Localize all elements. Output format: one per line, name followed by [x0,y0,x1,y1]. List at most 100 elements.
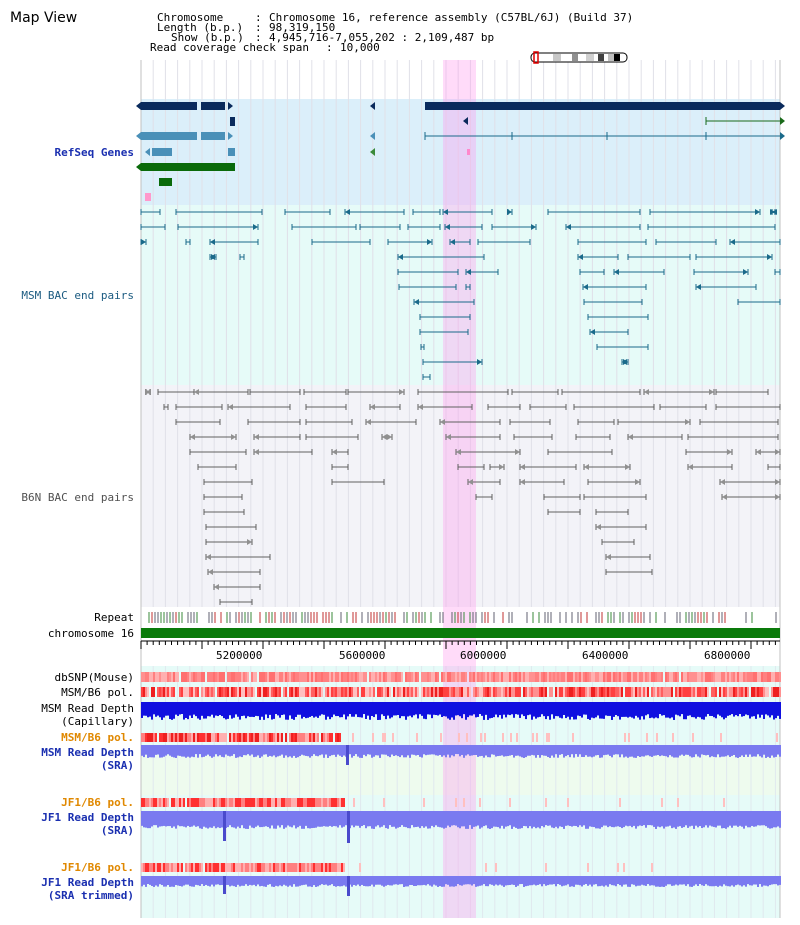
depth-bar [549,876,551,885]
depth-bar [285,876,287,886]
depth-bar [771,876,773,885]
dbsnp-heat [739,672,741,682]
msm-pol-heat [483,687,485,697]
msm-pol-heat [511,687,513,697]
dbsnp-heat [773,672,775,682]
jf1-pol2-heat [169,863,171,872]
msm-pol-heat [545,687,547,697]
depth-bar [385,811,387,829]
depth-bar [437,876,439,887]
depth-bar [483,876,485,885]
msm-pol-heat [747,687,749,697]
dbsnp-heat [363,672,365,682]
depth-bar [445,811,447,828]
jf1-pol-heat [331,798,333,807]
dbsnp-heat [303,672,305,682]
depth-bar [675,745,677,758]
dbsnp-heat [251,672,253,682]
depth-bar [221,876,223,885]
depth-bar [735,702,737,716]
msm-pol-heat [415,687,417,697]
refseq-band [141,99,780,205]
depth-bar [421,702,423,716]
depth-bar [153,811,155,826]
dbsnp-heat [543,672,545,682]
depth-bar [233,702,235,718]
depth-bar [721,876,723,887]
depth-bar [349,745,351,755]
track-label-msm-bac[interactable]: MSM BAC end pairs [21,289,134,302]
depth-bar [481,876,483,886]
arrow-right [780,102,785,110]
depth-bar [701,876,703,886]
msm-pol-heat [169,687,171,697]
dbsnp-heat [147,672,149,682]
dbsnp-heat [601,672,603,682]
msm-pol-heat [251,687,253,697]
depth-bar [267,745,269,757]
msm-pol-heat [371,687,373,697]
dbsnp-heat [445,672,447,682]
jf1-pol-heat [567,798,569,807]
depth-bar [713,876,715,887]
depth-bar [325,702,327,720]
dbsnp-heat [703,672,705,682]
depth-bar [201,702,203,716]
chromosome-bar [141,628,780,638]
jf1-pol2-heat [307,863,309,872]
depth-bar [599,702,601,719]
depth-bar [777,702,779,716]
jf1-pol2-heat [545,863,547,872]
depth-bar [455,745,457,755]
depth-bar [673,876,675,886]
depth-bar [695,702,697,719]
depth-bar [271,876,273,887]
jf1-pol2-heat [315,863,317,872]
depth-bar [417,702,419,719]
msm-pol-heat [379,687,381,697]
dbsnp-heat [695,672,697,682]
msm-pol-heat [707,687,709,697]
dbsnp-heat [659,672,661,682]
msm-pol-heat [535,687,537,697]
jf1-pol-heat [455,798,457,807]
dbsnp-heat [475,672,477,682]
depth-bar [431,745,433,755]
depth-bar [693,745,695,758]
dbsnp-heat [227,672,229,682]
depth-bar [185,745,187,758]
depth-bar [465,745,467,756]
depth-bar [635,876,637,887]
jf1-pol-heat [315,798,317,807]
depth-bar [533,702,535,717]
jf1-pol2-heat [263,863,265,872]
msm-pol-heat [659,687,661,697]
depth-bar [665,745,667,757]
depth-bar [163,811,165,826]
depth-bar [163,876,165,887]
depth-bar [155,811,157,826]
dbsnp-heat [577,672,579,682]
dbsnp-heat [151,672,153,682]
msm-pol2-heat [247,733,249,742]
track-label-refseq[interactable]: RefSeq Genes [54,146,134,159]
dbsnp-heat [509,672,511,682]
depth-bar [335,811,337,827]
dbsnp-heat [583,672,585,682]
depth-bar [763,702,765,719]
dbsnp-heat [533,672,535,682]
msm-pol-heat [459,687,461,697]
dbsnp-heat [465,672,467,682]
track-label-b6n-bac[interactable]: B6N BAC end pairs [21,491,134,504]
depth-bar [721,745,723,757]
depth-bar [245,876,247,885]
msm-pol2-heat [201,733,203,742]
depth-bar [595,876,597,885]
arrow-left [520,479,525,485]
msm-pol-heat [515,687,517,697]
depth-bar [353,876,355,885]
msm-pol-heat [259,687,261,697]
dbsnp-heat [683,672,685,682]
jf1-pol2-heat [243,863,245,872]
